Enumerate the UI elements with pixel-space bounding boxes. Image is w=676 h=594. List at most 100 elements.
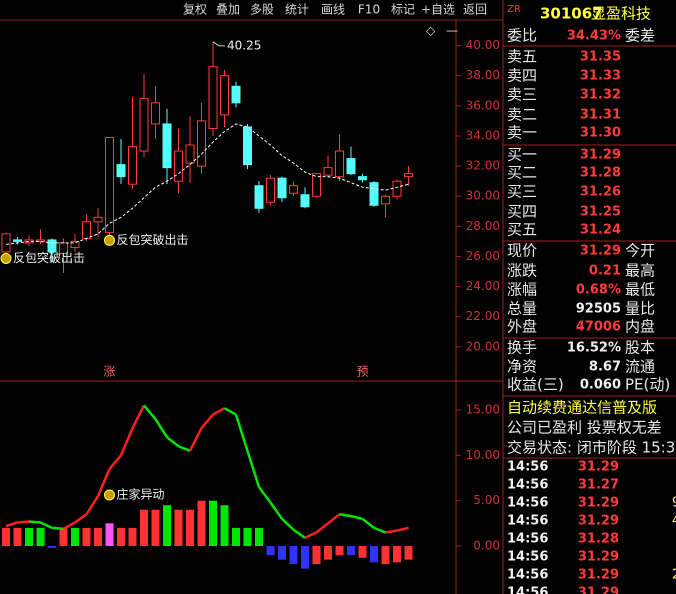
row-label: 换手 — [507, 339, 537, 357]
toolbar-button[interactable]: 返回 — [463, 3, 487, 17]
histogram-bar — [2, 527, 10, 547]
candle-body — [47, 239, 57, 253]
indicator-line — [350, 514, 363, 521]
icon-diamond[interactable]: ◇ — [426, 24, 436, 38]
peak-label: 40.25 — [227, 38, 261, 52]
toolbar-button[interactable]: 标记 — [391, 3, 415, 17]
row-label: 卖一 — [507, 124, 537, 142]
candle-body — [197, 120, 206, 167]
signal-icon — [104, 489, 115, 501]
row-label: 卖五 — [507, 48, 537, 66]
indicator-line — [339, 513, 352, 518]
candle-body — [300, 194, 310, 208]
tick-time: 14:56 — [507, 514, 548, 529]
row-value: 31.31 — [580, 108, 621, 123]
row-label: 买五 — [507, 221, 537, 239]
indicator-line — [51, 526, 64, 531]
histogram-bar — [151, 509, 160, 547]
icon-minus[interactable]: — — [446, 24, 458, 38]
row-value: 47006 — [576, 320, 621, 335]
candle-body — [128, 146, 137, 185]
indicator-line — [200, 413, 214, 429]
candle-body — [358, 176, 367, 181]
row-value: 8.67 — [589, 360, 621, 375]
y-tick-label: 22.00 — [466, 309, 500, 323]
y-tick-label: 20.00 — [466, 339, 500, 353]
y-tick-label: 15.00 — [466, 403, 500, 417]
toolbar-button[interactable]: +自选 — [421, 3, 455, 17]
info-line: 自动续费通达信普及版 — [507, 399, 657, 417]
stock-code: 301067 — [540, 5, 603, 23]
histogram-bar — [82, 527, 91, 547]
histogram-bar — [174, 509, 183, 547]
histogram-bar — [312, 546, 321, 565]
toolbar-button[interactable]: F10 — [358, 3, 380, 17]
indicator-line — [396, 526, 409, 532]
histogram-bar — [117, 527, 125, 547]
tick-price: 31.29 — [578, 586, 619, 594]
candle-body — [139, 97, 149, 152]
histogram-bar — [25, 527, 33, 547]
signal-label: 庄家异动 — [117, 487, 165, 502]
histogram-bar — [289, 546, 298, 565]
indicator-line — [234, 414, 249, 452]
ma-line — [5, 123, 409, 245]
histogram-bar — [358, 546, 367, 558]
histogram-bar — [232, 527, 240, 547]
row-label: 外盘 — [507, 318, 537, 336]
tick-price: 31.29 — [578, 460, 619, 475]
histogram-bar — [370, 546, 378, 563]
y-tick-label: 26.00 — [466, 249, 500, 263]
info-line: 公司已盈利 投票权无差 — [507, 419, 662, 437]
tick-time: 14:56 — [507, 532, 548, 547]
row-label: 总量 — [507, 300, 537, 318]
indicator-line — [257, 486, 272, 504]
indicator-line — [361, 517, 375, 529]
tick-time: 14:56 — [507, 568, 548, 583]
commission-label: 委比 — [507, 27, 537, 45]
candle-body — [105, 136, 114, 233]
row-value: 31.33 — [580, 69, 621, 84]
toolbar-button[interactable]: 叠加 — [216, 3, 240, 17]
toolbar-button[interactable]: 画线 — [321, 3, 345, 17]
y-tick-label: 36.00 — [466, 98, 500, 112]
tick-price: 31.28 — [578, 532, 619, 547]
toolbar-button[interactable]: 复权 — [183, 3, 207, 17]
indicator-line — [178, 445, 191, 452]
stock-name: 显盈科技 — [591, 5, 651, 23]
toolbar-button[interactable]: 多股 — [250, 3, 274, 17]
indicator-line — [131, 404, 146, 429]
row-label2: 流通 — [625, 358, 655, 376]
histogram-bar — [71, 527, 79, 547]
indicator-line — [166, 436, 180, 448]
indicator-line — [96, 468, 111, 497]
row-value: 0.21 — [589, 264, 621, 279]
y-tick-label: 32.00 — [466, 159, 500, 173]
candle-body — [335, 150, 344, 178]
candle-body — [243, 126, 252, 166]
candle-body — [70, 240, 80, 248]
tick-price: 31.29 — [578, 568, 619, 583]
indicator-line — [62, 521, 76, 530]
candle-body — [1, 233, 11, 253]
histogram-bar — [105, 523, 114, 547]
tick-volume: 2 — [672, 568, 676, 583]
row-value: 31.29 — [580, 244, 621, 259]
indicator-line — [223, 407, 237, 416]
row-label2: 今开 — [625, 242, 655, 260]
toolbar-button[interactable]: 统计 — [285, 3, 309, 17]
row-value: 31.24 — [580, 223, 621, 238]
indicator-line — [373, 526, 386, 534]
candle-body — [185, 144, 195, 164]
candle-body — [392, 180, 402, 197]
candle-body — [174, 150, 183, 182]
indicator-line — [212, 407, 226, 416]
histogram-bar — [255, 527, 263, 547]
commission-label2: 委差 — [625, 27, 655, 45]
indicator-line — [292, 528, 306, 539]
candle-body — [381, 195, 390, 205]
row-label2: 股本 — [625, 339, 655, 357]
tick-time: 14:56 — [507, 550, 548, 565]
row-value: 0.060 — [580, 378, 621, 393]
indicator-line — [269, 501, 284, 520]
